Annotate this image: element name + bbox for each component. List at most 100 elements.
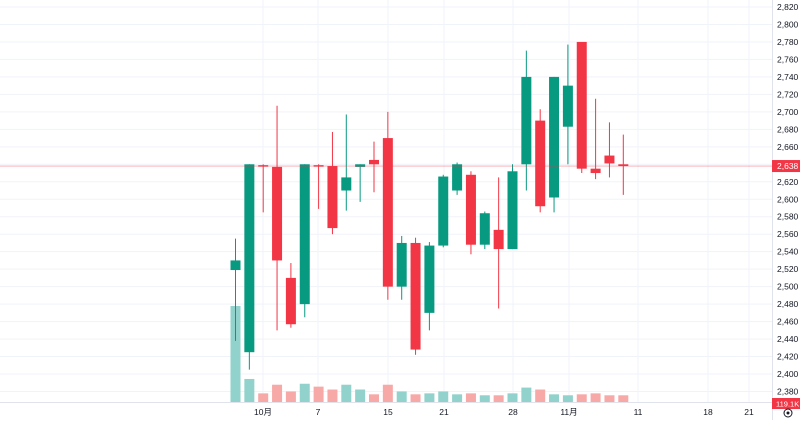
candle[interactable]: [341, 114, 352, 211]
candle-body: [382, 138, 393, 287]
price-tick-label: 2,440: [777, 334, 799, 344]
volume-bar: [507, 393, 518, 402]
time-tick-label: 11: [634, 407, 643, 417]
volume-bar: [327, 389, 338, 402]
price-tick-label: 2,740: [777, 72, 799, 82]
axis-settings-button[interactable]: [783, 408, 793, 418]
candle-body: [258, 165, 269, 167]
time-tick-label: 18: [703, 407, 713, 417]
candle[interactable]: [313, 164, 324, 209]
volume-bar: [424, 393, 435, 402]
candle-body: [424, 245, 435, 313]
volume-bar: [313, 386, 324, 402]
candle-body: [479, 213, 490, 245]
candle-body: [369, 159, 379, 165]
candle[interactable]: [410, 237, 421, 355]
candle[interactable]: [396, 235, 407, 300]
time-axis[interactable]: 10月 7 15 21 28 11月 11 18 21: [0, 402, 772, 420]
price-tick-label: 2,620: [777, 177, 799, 187]
candle-body: [590, 168, 601, 174]
candle[interactable]: [382, 111, 393, 300]
candle[interactable]: [272, 105, 283, 331]
volume-bar: [549, 394, 560, 402]
price-tick-label: 2,560: [777, 229, 799, 239]
candle-body: [576, 41, 587, 169]
candle-body: [493, 229, 504, 250]
time-tick-label: 15: [383, 407, 393, 417]
candle-body: [549, 76, 560, 198]
price-tick-label: 2,400: [777, 369, 799, 379]
price-tick-label: 2,460: [777, 317, 799, 327]
candle[interactable]: [285, 263, 296, 328]
price-tick-label: 2,580: [777, 212, 799, 222]
price-tick-label: 2,720: [777, 89, 799, 99]
price-tick-label: 2,800: [777, 19, 799, 29]
time-tick-label: 21: [439, 407, 449, 417]
candle[interactable]: [590, 98, 601, 180]
candle[interactable]: [576, 41, 587, 174]
candle[interactable]: [424, 242, 435, 331]
candle[interactable]: [355, 164, 366, 202]
candle-body: [562, 85, 573, 127]
price-badges: 2,638 119.1K: [772, 160, 800, 409]
candle-body: [299, 164, 310, 305]
candle-body: [452, 164, 463, 191]
candle[interactable]: [369, 141, 379, 193]
volume-bar: [369, 394, 379, 402]
volume-badge: [772, 398, 800, 409]
volume-bar: [230, 306, 241, 402]
volume-bar: [382, 384, 393, 402]
candle[interactable]: [521, 50, 532, 191]
candle[interactable]: [244, 164, 255, 370]
candle-body: [438, 176, 449, 246]
price-tick-label: 2,540: [777, 247, 799, 257]
candle[interactable]: [479, 211, 490, 250]
volume-bar: [479, 395, 490, 402]
candle-body: [410, 242, 421, 350]
volume-bar: [355, 389, 366, 402]
candle[interactable]: [438, 174, 449, 248]
volume-bar: [465, 393, 476, 402]
price-axis[interactable]: 2,380 2,400 2,420 2,440 2,460 2,480 2,500 2,520…: [772, 0, 800, 420]
time-tick-label: 7: [316, 407, 321, 417]
time-axis-bg: [0, 402, 772, 420]
candle[interactable]: [299, 164, 310, 318]
candle[interactable]: [604, 122, 615, 178]
time-tick-label: 11月: [560, 407, 577, 417]
candle-body: [285, 277, 296, 325]
candle[interactable]: [618, 134, 629, 195]
price-tick-label: 2,760: [777, 54, 799, 64]
candle[interactable]: [452, 162, 463, 195]
candle[interactable]: [230, 238, 241, 341]
candle[interactable]: [493, 177, 504, 309]
candle[interactable]: [549, 76, 560, 213]
volume-bar: [521, 387, 532, 402]
candle-body: [230, 260, 241, 271]
candle-body: [396, 242, 407, 287]
candle[interactable]: [465, 171, 476, 255]
candle[interactable]: [535, 109, 546, 213]
candle-body: [507, 171, 518, 250]
candle[interactable]: [562, 44, 573, 165]
candle-body: [535, 120, 546, 207]
volume-bar: [604, 395, 615, 402]
candle[interactable]: [327, 131, 338, 235]
candle[interactable]: [507, 164, 518, 250]
candle[interactable]: [258, 164, 269, 213]
candle-body: [604, 155, 615, 164]
price-axis-bg: [772, 0, 800, 420]
volume-bar: [341, 384, 352, 402]
candle-body: [618, 164, 629, 167]
gear-icon[interactable]: [783, 408, 793, 418]
volume-bar: [493, 395, 504, 402]
price-tick-label: 2,500: [777, 282, 799, 292]
candle-body: [355, 164, 366, 167]
volume-bar: [535, 389, 546, 402]
volume-bar: [590, 393, 601, 402]
candle-body: [327, 166, 338, 229]
volume-bar: [452, 394, 463, 402]
price-tick-label: 2,480: [777, 299, 799, 309]
volume-bar: [244, 378, 255, 402]
